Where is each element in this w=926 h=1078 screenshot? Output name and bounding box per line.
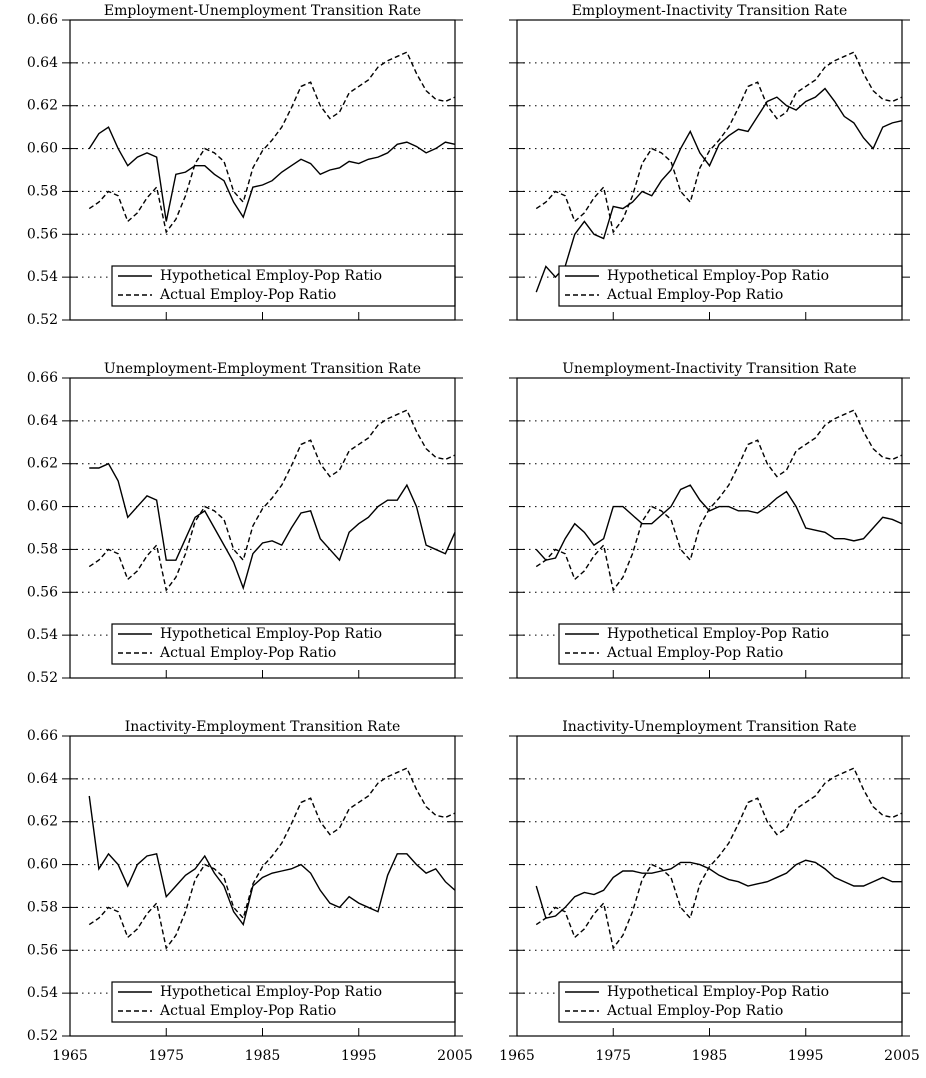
- y-tick-label: 0.58: [27, 899, 58, 915]
- x-tick-label: 1995: [341, 1048, 377, 1064]
- y-tick-label: 0.62: [27, 814, 58, 830]
- legend-box: [558, 981, 903, 1023]
- legend-label: Actual Employ-Pop Ratio: [606, 287, 783, 303]
- legend-label: Actual Employ-Pop Ratio: [606, 645, 783, 661]
- x-tick-label: 1985: [692, 1048, 728, 1064]
- y-tick-label: 0.64: [27, 413, 58, 429]
- chart-title: Inactivity-Employment Transition Rate: [125, 719, 401, 735]
- legend-label: Actual Employ-Pop Ratio: [606, 1003, 783, 1019]
- chart-title: Inactivity-Unemployment Transition Rate: [562, 719, 856, 735]
- y-tick-label: 0.62: [27, 98, 58, 114]
- data-line: [535, 51, 903, 234]
- chart-title: Employment-Inactivity Transition Rate: [572, 3, 848, 19]
- legend-label: Hypothetical Employ-Pop Ratio: [160, 984, 382, 1000]
- legend-label: Hypothetical Employ-Pop Ratio: [160, 268, 382, 284]
- legend-label: Hypothetical Employ-Pop Ratio: [607, 626, 829, 642]
- chart-title: Unemployment-Inactivity Transition Rate: [562, 361, 856, 377]
- y-tick-label: 0.60: [27, 141, 58, 157]
- y-tick-label: 0.58: [27, 541, 58, 557]
- x-tick-label: 1965: [499, 1048, 535, 1064]
- y-tick-label: 0.64: [27, 771, 58, 787]
- legend-label: Hypothetical Employ-Pop Ratio: [607, 984, 829, 1000]
- x-tick-label: 1975: [148, 1048, 184, 1064]
- legend-box: [111, 265, 456, 307]
- y-tick-label: 0.66: [27, 12, 58, 28]
- chart-title: Unemployment-Employment Transition Rate: [104, 361, 421, 377]
- data-line: [88, 767, 456, 950]
- y-tick-label: 0.54: [27, 269, 58, 285]
- y-tick-label: 0.62: [27, 456, 58, 472]
- plot-frame: [516, 19, 903, 321]
- data-line: [89, 462, 456, 591]
- plot-frame: [69, 735, 456, 1037]
- data-line: [88, 795, 456, 927]
- legend-label: Actual Employ-Pop Ratio: [159, 287, 336, 303]
- plot-frame: [516, 735, 903, 1037]
- x-tick-label: 2005: [437, 1048, 473, 1064]
- data-line: [535, 859, 902, 919]
- x-tick-label: 1975: [595, 1048, 631, 1064]
- y-tick-label: 0.54: [27, 627, 58, 643]
- y-tick-label: 0.56: [27, 584, 58, 600]
- legend-label: Actual Employ-Pop Ratio: [159, 645, 336, 661]
- y-tick-label: 0.60: [27, 499, 58, 515]
- data-line: [535, 767, 903, 950]
- x-tick-label: 1995: [788, 1048, 824, 1064]
- data-line: [88, 409, 456, 592]
- y-tick-label: 0.58: [27, 183, 58, 199]
- legend-label: Hypothetical Employ-Pop Ratio: [160, 626, 382, 642]
- data-line: [535, 484, 903, 561]
- y-tick-label: 0.52: [27, 1028, 58, 1044]
- plot-frame: [69, 377, 456, 679]
- y-tick-label: 0.52: [27, 312, 58, 328]
- data-line: [88, 51, 456, 234]
- y-tick-label: 0.56: [27, 226, 58, 242]
- legend-box: [558, 265, 903, 307]
- chart-title: Employment-Unemployment Transition Rate: [104, 3, 421, 19]
- y-tick-label: 0.54: [27, 985, 58, 1001]
- y-tick-label: 0.52: [27, 670, 58, 686]
- data-line: [535, 409, 903, 592]
- y-tick-label: 0.66: [27, 370, 58, 386]
- y-tick-label: 0.56: [27, 942, 58, 958]
- legend-label: Actual Employ-Pop Ratio: [159, 1003, 336, 1019]
- y-tick-label: 0.66: [27, 728, 58, 744]
- y-tick-label: 0.60: [27, 857, 58, 873]
- legend-label: Hypothetical Employ-Pop Ratio: [607, 268, 829, 284]
- plot-frame: [516, 377, 903, 679]
- x-tick-label: 1965: [52, 1048, 88, 1064]
- plot-frame: [69, 19, 456, 321]
- y-tick-label: 0.64: [27, 55, 58, 71]
- x-tick-label: 1985: [245, 1048, 281, 1064]
- data-line: [535, 87, 903, 293]
- x-tick-label: 2005: [884, 1048, 920, 1064]
- data-line: [88, 126, 456, 222]
- legend-box: [111, 623, 456, 665]
- legend-box: [558, 623, 903, 665]
